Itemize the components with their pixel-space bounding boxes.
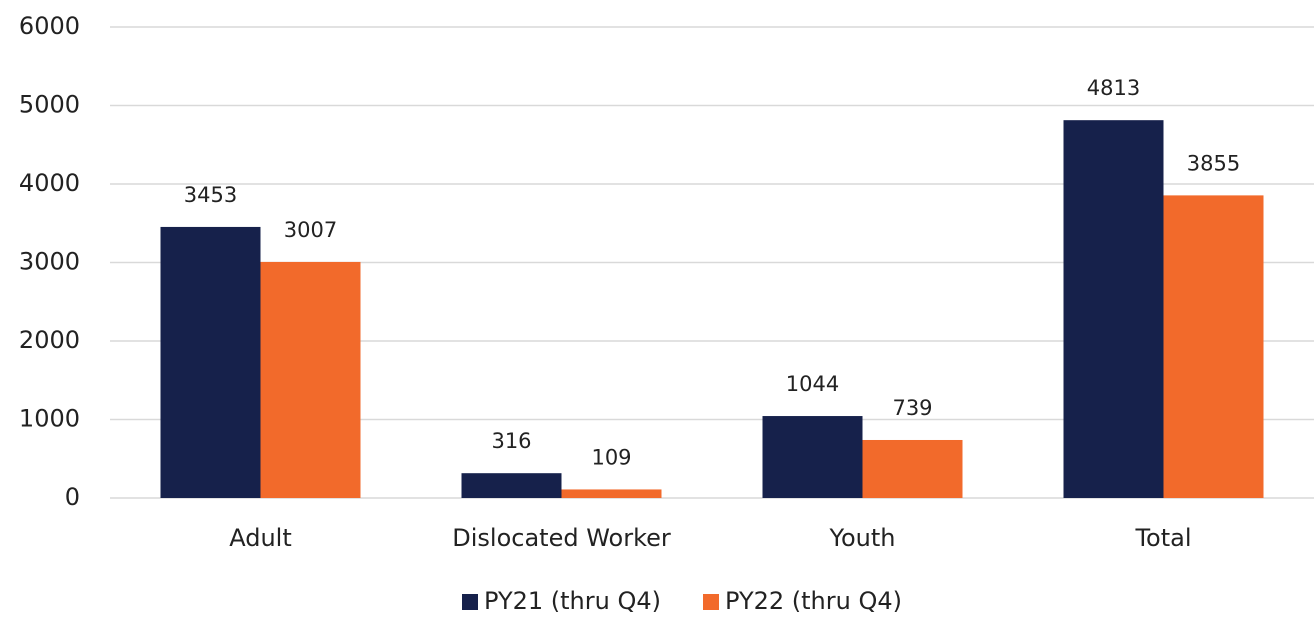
data-label: 739 (892, 396, 932, 420)
y-tick-label: 4000 (19, 169, 80, 197)
y-tick-label: 2000 (19, 326, 80, 354)
y-tick-label: 6000 (19, 12, 80, 40)
data-label: 316 (491, 429, 531, 453)
legend-swatch (462, 594, 478, 610)
legend-label: PY21 (thru Q4) (484, 587, 661, 615)
y-tick-label: 1000 (19, 405, 80, 433)
bar (1063, 120, 1164, 498)
bar (862, 439, 963, 498)
data-label: 1044 (786, 372, 839, 396)
y-tick-label: 0 (65, 483, 80, 511)
x-tick-label: Total (1134, 524, 1191, 552)
y-tick-label: 5000 (19, 91, 80, 119)
legend-swatch (703, 594, 719, 610)
data-label: 3855 (1187, 151, 1240, 175)
bar (561, 489, 662, 498)
data-label: 109 (591, 445, 631, 469)
legend-label: PY22 (thru Q4) (725, 587, 902, 615)
bar (762, 416, 863, 498)
bar (260, 261, 361, 498)
bar (461, 473, 562, 498)
x-tick-label: Youth (829, 524, 896, 552)
bar (1163, 195, 1264, 498)
data-label: 3453 (184, 183, 237, 207)
x-tick-label: Dislocated Worker (452, 524, 671, 552)
x-tick-label: Adult (229, 524, 292, 552)
y-tick-label: 3000 (19, 248, 80, 276)
data-label: 3007 (284, 218, 337, 242)
bar (160, 226, 261, 498)
data-label: 4813 (1087, 76, 1140, 100)
